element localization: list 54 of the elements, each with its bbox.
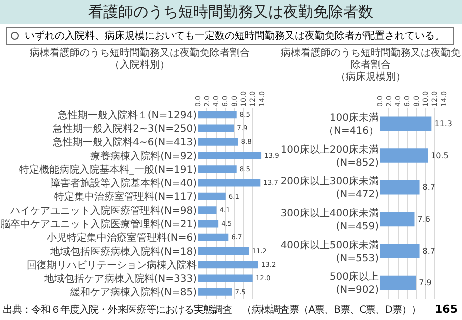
chart-subtitle: （入院料別） [110, 60, 170, 71]
y-tick-label: 療養病棟入院料(N=92) [90, 150, 198, 162]
bar [380, 148, 428, 163]
bar [198, 206, 217, 214]
bar [198, 234, 229, 242]
y-tick-label: 特定機能病院入院基本料_一般(N=191) [19, 164, 198, 176]
bar [198, 192, 226, 200]
data-label: 7.6 [418, 214, 430, 224]
bar [198, 179, 261, 187]
data-label: 11.3 [434, 119, 452, 128]
chart-subtitle: （病床規模別） [336, 72, 406, 83]
text: いずれの入院料、病床規模においても一定数の短時間勤務又は夜勤免除者が配置されている。 [25, 31, 445, 42]
bar [198, 220, 219, 228]
bar [198, 111, 237, 119]
text: 165 [435, 303, 458, 317]
y-tick-label: 100床未満（N=416） [324, 112, 379, 137]
y-tick-label: 300床以上400床未満(N=459) [280, 207, 380, 232]
bar [198, 261, 258, 269]
y-tick-label: 200床以上300床未満(N=472) [280, 176, 380, 201]
bar [380, 180, 420, 195]
y-tick-label: 脳卒中ケアユニット入院医療管理料(N=21) [0, 218, 198, 230]
text: 看護師のうち短時間勤務又は夜勤免除者数 [0, 0, 462, 24]
data-label: 8.7 [422, 183, 436, 192]
y-tick-label: 急性期一般入院料4~6(N=413) [52, 136, 198, 149]
y-tick-label: 回復期リハビリテーション病棟入院料 [27, 259, 197, 272]
bar [198, 274, 253, 282]
bar [198, 152, 262, 160]
bar [198, 288, 232, 296]
y-tick-label: 地域包括医療病棟入院料(N=18) [50, 246, 198, 258]
bar [380, 244, 420, 258]
chart-title: 病棟看護師のうち短時間勤務又は夜勤免除者割合 [281, 48, 461, 71]
chart-title: 病棟看護師のうち短時間勤務又は夜勤免除者割合 [30, 48, 250, 59]
bar [380, 116, 432, 132]
data-label: 7.9 [419, 278, 432, 288]
y-tick-label: 100床以上200床未満(N=852) [280, 144, 380, 169]
source-note: 出典：令和６年度入院・外来医療等における実態調査 （病棟調査票（A票、B票、C票、D票）） [3, 304, 422, 317]
data-label: 10.5 [431, 151, 449, 160]
y-tick-label: 緩和ケア病棟入院料(N=85) [70, 286, 198, 299]
data-label: 8.7 [422, 246, 436, 256]
y-tick-label: 400床以上500床未満(N=553) [280, 239, 380, 264]
y-tick-label: 小児特定集中治療室管理料(N=6) [46, 232, 198, 244]
y-tick-label: 急性期一般入院料2~3(N=250) [52, 122, 198, 135]
bar [380, 276, 416, 290]
y-tick-label: 500床以上(N=902) [330, 271, 380, 296]
y-tick-label: 地域包括ケア病棟入院料(N=333) [43, 273, 198, 286]
bar [198, 166, 237, 174]
bar [380, 212, 415, 227]
y-tick-label: ハイケアユニット入院医療管理料(N=98) [10, 204, 198, 217]
bar [198, 248, 250, 255]
bar [198, 124, 234, 132]
y-tick-label: 急性期一般入院料１(N=1294) [56, 109, 198, 122]
bar [198, 138, 238, 146]
y-tick-label: 障害者施設等入院基本料(N=40) [50, 178, 198, 190]
y-tick-label: 特定集中治療室管理料(N=117) [54, 191, 198, 204]
